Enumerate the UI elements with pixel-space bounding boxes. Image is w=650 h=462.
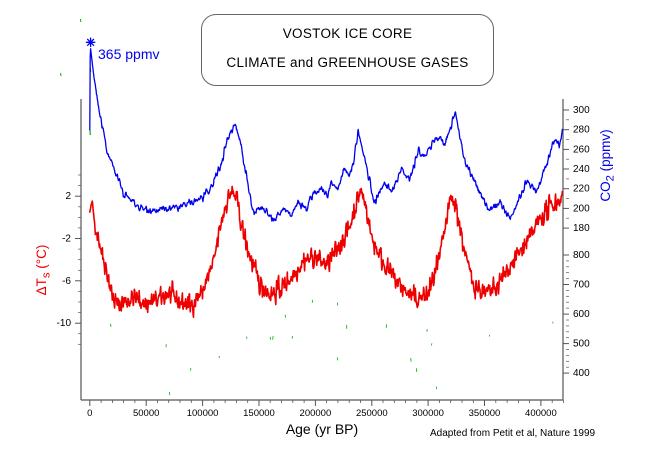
svg-text:800: 800 bbox=[573, 250, 590, 261]
svg-text:200000: 200000 bbox=[300, 408, 332, 419]
svg-text:350000: 350000 bbox=[469, 408, 501, 419]
svg-text:250000: 250000 bbox=[356, 408, 388, 419]
svg-text:200: 200 bbox=[573, 203, 590, 214]
svg-text:150000: 150000 bbox=[243, 408, 275, 419]
svg-text:2: 2 bbox=[65, 191, 71, 202]
svg-text:400000: 400000 bbox=[525, 408, 557, 419]
svg-text:300000: 300000 bbox=[412, 408, 444, 419]
svg-text:280: 280 bbox=[573, 125, 590, 136]
svg-text:-2: -2 bbox=[62, 234, 71, 245]
svg-text:50000: 50000 bbox=[133, 408, 159, 419]
svg-text:500: 500 bbox=[573, 339, 590, 350]
svg-text:600: 600 bbox=[573, 309, 590, 320]
svg-text:300: 300 bbox=[573, 105, 590, 116]
svg-text:400: 400 bbox=[573, 368, 590, 379]
svg-text:220: 220 bbox=[573, 184, 590, 195]
svg-text:260: 260 bbox=[573, 144, 590, 155]
svg-text:-6: -6 bbox=[62, 276, 71, 287]
svg-text:700: 700 bbox=[573, 280, 590, 291]
svg-text:240: 240 bbox=[573, 164, 590, 175]
svg-text:180: 180 bbox=[573, 223, 590, 234]
svg-text:100000: 100000 bbox=[187, 408, 219, 419]
svg-text:-10: -10 bbox=[57, 318, 72, 329]
svg-text:0: 0 bbox=[87, 408, 92, 419]
